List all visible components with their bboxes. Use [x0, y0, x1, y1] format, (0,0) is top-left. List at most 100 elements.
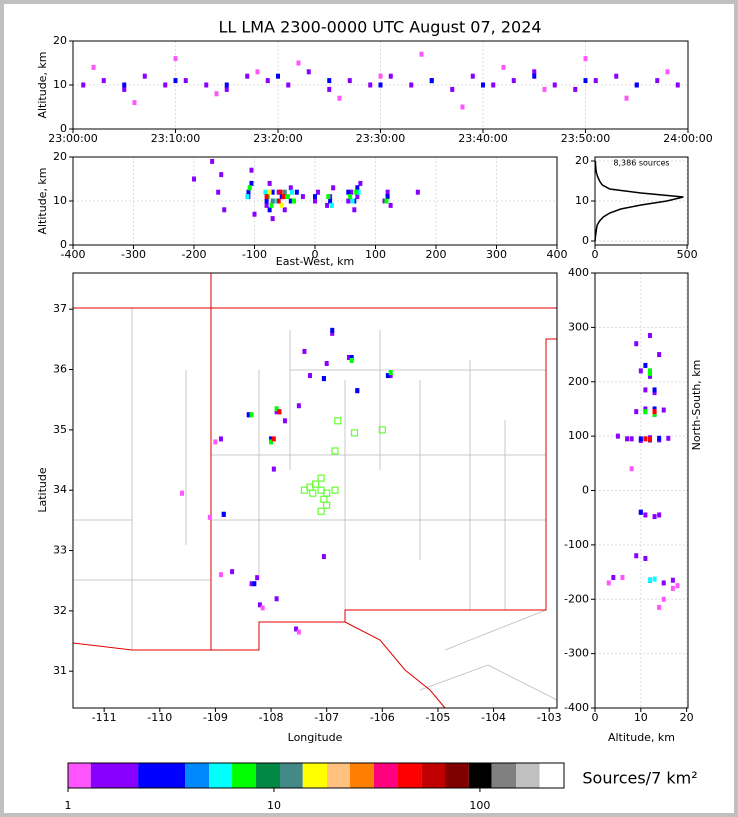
source-point: [647, 371, 652, 377]
x-tick-label: 0: [592, 248, 599, 261]
source-point: [347, 78, 352, 84]
source-point: [337, 95, 342, 101]
y-tick-label: 0: [582, 484, 589, 497]
source-point: [245, 194, 250, 200]
source-point: [542, 86, 547, 92]
source-point: [470, 73, 475, 79]
source-point: [481, 82, 485, 88]
source-point: [606, 580, 611, 586]
axes-frame: [72, 40, 689, 130]
colorbar-bin: [90, 763, 139, 788]
x-tick-label: 0: [592, 711, 599, 724]
colorbar-bin: [68, 763, 91, 788]
colorbar-bin: [516, 763, 540, 788]
source-point: [249, 167, 254, 173]
axes-frame: [594, 272, 689, 709]
source-point: [269, 436, 274, 442]
y-tick-label: 33: [53, 544, 67, 557]
source-point: [282, 207, 287, 213]
source-point: [122, 82, 127, 88]
source-point: [652, 514, 657, 520]
source-point: [328, 198, 333, 204]
source-point: [661, 407, 666, 413]
colorbar-bin: [302, 763, 328, 788]
x-tick-label: -103: [537, 711, 562, 724]
x-axis-label: East-West, km: [276, 255, 354, 268]
source-point: [255, 69, 260, 75]
y-tick-label: 20: [575, 154, 589, 167]
source-point: [252, 211, 257, 217]
source-point: [221, 511, 226, 517]
y-tick-label: 20: [53, 34, 67, 47]
colorbar-label: Sources/7 km²: [582, 769, 697, 788]
source-point: [267, 180, 272, 186]
source-point: [273, 198, 278, 204]
source-point: [415, 189, 420, 195]
station: [350, 429, 359, 437]
x-tick-label: 20: [680, 711, 694, 724]
colorbar-bin: [280, 763, 303, 788]
source-point: [294, 189, 299, 195]
source-point: [278, 189, 283, 195]
source-point: [614, 73, 619, 79]
y-tick-label: 10: [53, 194, 67, 207]
source-point: [207, 514, 212, 520]
source-point: [629, 466, 634, 472]
source-point: [300, 194, 305, 200]
source-point: [368, 82, 373, 88]
y-tick-label: 0: [60, 122, 67, 135]
source-point: [331, 185, 336, 191]
x-tick-label: -100: [242, 248, 267, 261]
source-point: [348, 194, 353, 200]
source-point: [346, 189, 351, 195]
source-point: [247, 185, 252, 191]
source-point: [532, 69, 537, 75]
source-point: [665, 69, 670, 75]
source-point: [285, 194, 290, 200]
colorbar-bin: [373, 763, 398, 788]
source-point: [224, 82, 229, 88]
x-tick-label: 10: [634, 711, 648, 724]
source-point: [222, 207, 227, 213]
source-point: [378, 82, 383, 88]
source-point: [385, 194, 390, 200]
station: [323, 501, 331, 509]
station: [317, 507, 325, 515]
y-tick-label: 200: [568, 375, 589, 388]
x-tick-label: -104: [481, 711, 506, 724]
source-point: [122, 86, 127, 92]
source-point: [643, 409, 648, 415]
colorbar-bin: [255, 763, 281, 788]
y-tick-label: 100: [568, 429, 589, 442]
source-point: [214, 91, 219, 97]
source-point: [270, 189, 275, 195]
x-tick-label: 100: [365, 248, 386, 261]
y-tick-label: 32: [53, 604, 67, 617]
y-tick-label: 36: [53, 363, 67, 376]
source-point: [218, 436, 223, 442]
x-axis-label: Altitude, km: [608, 731, 675, 744]
y-tick-label: -400: [564, 701, 589, 714]
source-point: [388, 202, 393, 208]
source-point: [355, 185, 360, 191]
station: [331, 486, 339, 494]
source-point: [163, 82, 168, 88]
x-tick-label: 400: [547, 248, 568, 261]
source-point: [264, 202, 269, 208]
source-point: [661, 596, 666, 602]
source-point: [652, 390, 657, 396]
source-point: [246, 189, 251, 195]
source-point: [358, 180, 363, 186]
colorbar-bin: [397, 763, 422, 788]
source-point: [657, 352, 662, 358]
source-point: [321, 376, 326, 382]
y-tick-label: 34: [53, 483, 67, 496]
source-point: [274, 596, 279, 602]
colorbar-bin: [209, 763, 233, 788]
source-point: [388, 370, 393, 376]
source-point: [349, 357, 354, 363]
source-point: [638, 368, 643, 374]
source-point: [282, 189, 287, 195]
source-point: [643, 387, 648, 393]
source-point: [327, 86, 332, 92]
